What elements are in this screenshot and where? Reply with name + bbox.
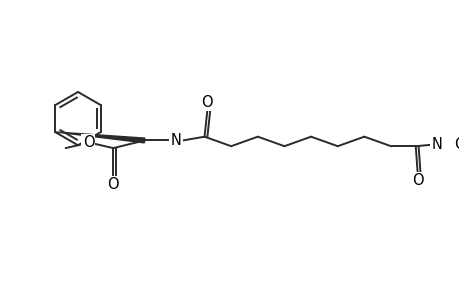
Text: O: O [411, 173, 423, 188]
Polygon shape [55, 132, 145, 143]
Text: O: O [83, 135, 94, 150]
Text: O: O [201, 95, 213, 110]
Text: O: O [453, 137, 459, 152]
Text: N: N [170, 133, 181, 148]
Text: O: O [107, 177, 119, 192]
Text: N: N [430, 137, 441, 152]
